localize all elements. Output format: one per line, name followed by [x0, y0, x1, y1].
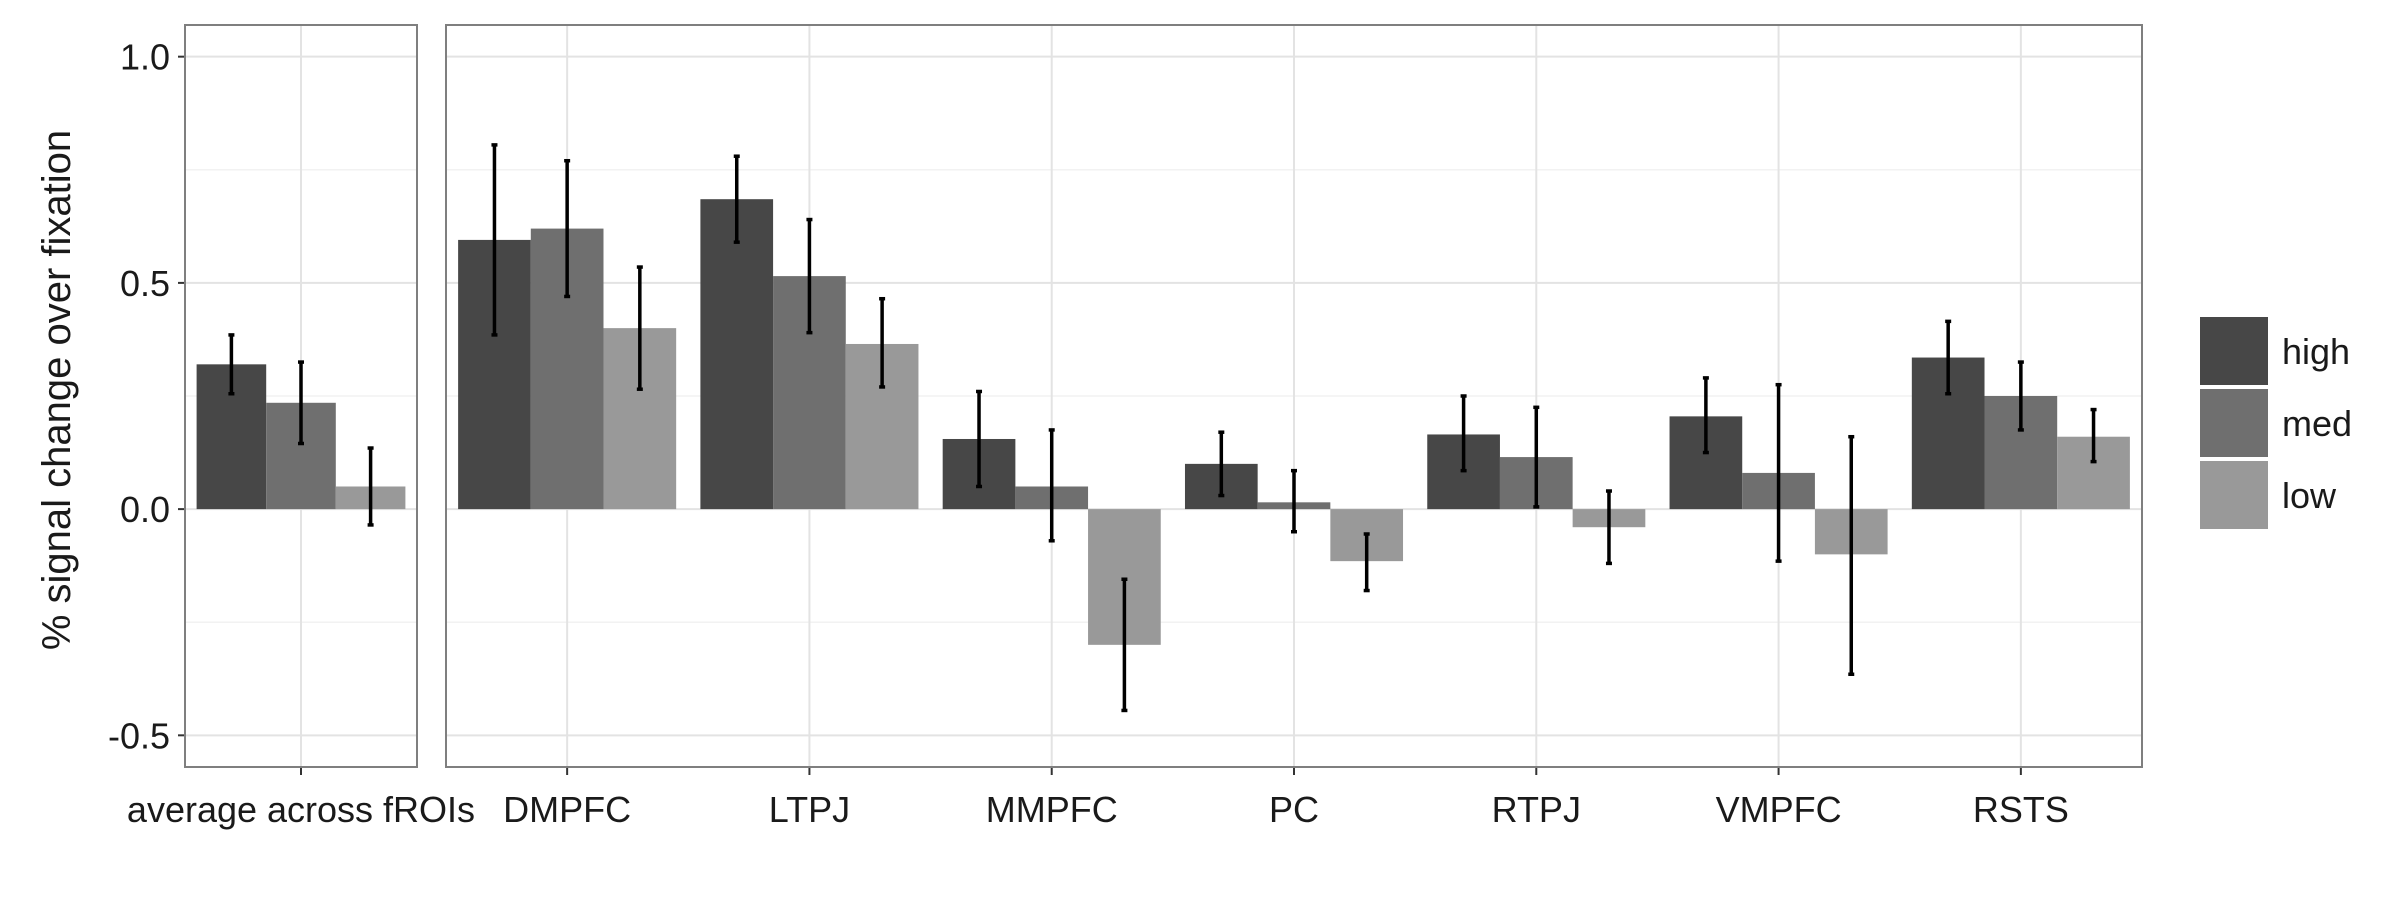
x-tick-label: RSTS	[1973, 789, 2069, 830]
y-tick-label: 0.5	[120, 263, 170, 304]
bar-high	[700, 199, 774, 510]
legend-label: high	[2282, 331, 2350, 372]
x-tick-label: PC	[1269, 789, 1319, 830]
x-tick-label: MMPFC	[986, 789, 1118, 830]
legend: high med low	[2200, 317, 2352, 529]
panel: average across fROIs	[127, 24, 475, 830]
y-tick-label: -0.5	[108, 715, 170, 756]
panel: DMPFC LTPJ MMPFC PC RTPJ VMPFC RSTS	[445, 24, 2143, 830]
y-tick-label: 0.0	[120, 489, 170, 530]
x-tick-label: LTPJ	[769, 789, 850, 830]
y-axis-label: % signal change over fixation	[35, 130, 79, 650]
legend-key-med	[2200, 389, 2268, 457]
x-tick-label: average across fROIs	[127, 789, 475, 830]
legend-label: low	[2282, 475, 2337, 516]
legend-key-high	[2200, 317, 2268, 385]
x-tick-label: RTPJ	[1492, 789, 1581, 830]
panel-border	[184, 24, 418, 768]
panel-border	[445, 24, 2143, 768]
legend-key-low	[2200, 461, 2268, 529]
x-tick-label: VMPFC	[1716, 789, 1842, 830]
legend-label: med	[2282, 403, 2352, 444]
plot-area: -0.5 0.0 0.5 1.0 average across fROIs DMPFC LT…	[108, 24, 2143, 830]
x-tick-label: DMPFC	[503, 789, 631, 830]
y-tick-label: 1.0	[120, 37, 170, 78]
